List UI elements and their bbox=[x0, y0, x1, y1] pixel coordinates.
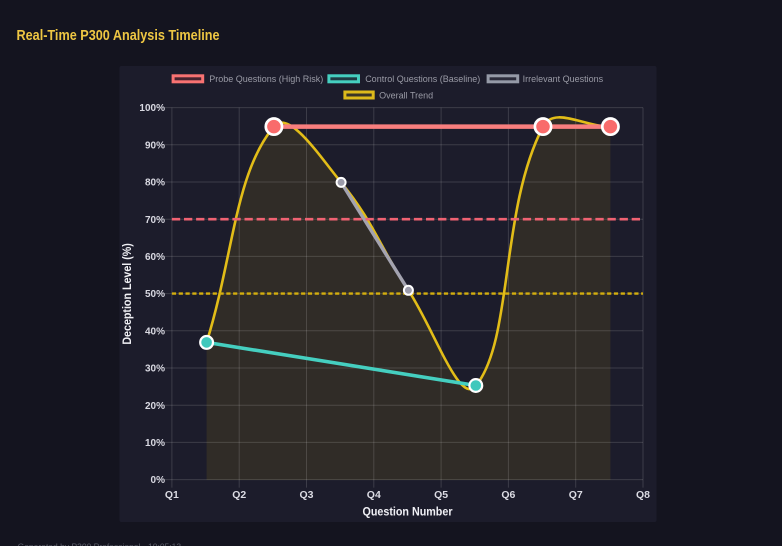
svg-text:10%: 10% bbox=[145, 438, 165, 449]
svg-text:Generated by P300 Professional: Generated by P300 Professional - 10:05:1… bbox=[18, 542, 182, 546]
svg-text:Probe Questions (High Risk): Probe Questions (High Risk) bbox=[209, 74, 323, 84]
svg-text:Q5: Q5 bbox=[434, 489, 448, 501]
svg-text:Q7: Q7 bbox=[569, 489, 583, 501]
svg-text:Real-Time P300 Analysis Timeli: Real-Time P300 Analysis Timeline bbox=[17, 27, 220, 44]
svg-text:Q1: Q1 bbox=[165, 489, 179, 501]
svg-text:Q2: Q2 bbox=[232, 489, 246, 501]
svg-text:20%: 20% bbox=[145, 401, 165, 412]
svg-text:Control Questions (Baseline): Control Questions (Baseline) bbox=[365, 74, 480, 84]
svg-text:Question Number: Question Number bbox=[363, 505, 453, 519]
svg-text:100%: 100% bbox=[139, 103, 165, 114]
svg-text:60%: 60% bbox=[145, 252, 165, 263]
svg-text:Q6: Q6 bbox=[501, 489, 515, 501]
svg-text:30%: 30% bbox=[145, 364, 165, 375]
svg-text:Q4: Q4 bbox=[367, 489, 381, 501]
svg-text:Q3: Q3 bbox=[299, 489, 313, 501]
svg-text:80%: 80% bbox=[145, 178, 165, 189]
svg-text:70%: 70% bbox=[145, 215, 165, 226]
svg-text:Deception Level (%): Deception Level (%) bbox=[120, 243, 134, 345]
svg-text:50%: 50% bbox=[145, 289, 165, 300]
svg-text:0%: 0% bbox=[151, 475, 166, 486]
svg-text:Irrelevant Questions: Irrelevant Questions bbox=[523, 74, 604, 84]
svg-text:Q8: Q8 bbox=[636, 489, 650, 501]
svg-text:90%: 90% bbox=[145, 140, 165, 151]
svg-text:40%: 40% bbox=[145, 326, 165, 337]
svg-text:Overall Trend: Overall Trend bbox=[379, 90, 433, 100]
